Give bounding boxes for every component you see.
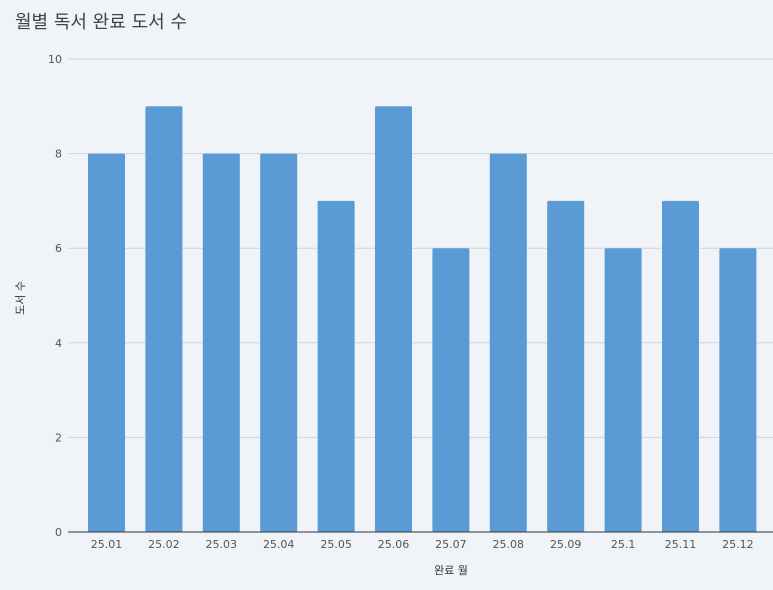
bar-25.12 (719, 248, 757, 532)
x-tick-label: 25.09 (550, 538, 582, 551)
bar-25.03 (202, 153, 240, 532)
x-tick-label: 25.12 (722, 538, 754, 551)
x-tick-label: 25.03 (206, 538, 238, 551)
y-axis-label: 도서 수 (14, 281, 27, 315)
y-axis-ticks: 0 2 4 6 8 10 (48, 53, 62, 539)
x-tick-label: 25.11 (665, 538, 697, 551)
gridlines (68, 58, 773, 438)
y-tick-label: 0 (55, 526, 62, 539)
bar-25.02 (145, 106, 183, 533)
x-axis-label: 완료 월 (434, 564, 468, 577)
bar-25.05 (317, 200, 355, 532)
bar-25.07 (432, 248, 470, 532)
chart-title: 월별 독서 완료 도서 수 (15, 12, 187, 33)
x-tick-label: 25.07 (435, 538, 467, 551)
y-tick-label: 6 (55, 242, 62, 255)
bar-25.04 (260, 153, 298, 532)
y-tick-label: 8 (55, 148, 62, 161)
x-tick-label: 25.06 (378, 538, 410, 551)
x-tick-label: 25.01 (91, 538, 123, 551)
y-tick-label: 4 (55, 337, 62, 350)
bar-25.08 (489, 153, 527, 532)
x-tick-label: 25.1 (611, 538, 636, 551)
bars (88, 106, 757, 533)
bar-25.01 (88, 153, 125, 532)
x-tick-label: 25.08 (493, 538, 525, 551)
bar-25.09 (547, 200, 585, 532)
x-tick-label: 25.05 (320, 538, 352, 551)
x-tick-label: 25.02 (148, 538, 180, 551)
y-tick-label: 2 (55, 431, 62, 444)
x-axis-ticks: 25.01 25.02 25.03 25.04 25.05 25.06 25.07 25.08… (91, 538, 754, 551)
bar-25.06 (375, 106, 412, 533)
bar-25.1 (604, 248, 642, 532)
bar-25.11 (662, 200, 699, 532)
y-tick-label: 10 (48, 53, 62, 66)
x-tick-label: 25.04 (263, 538, 295, 551)
